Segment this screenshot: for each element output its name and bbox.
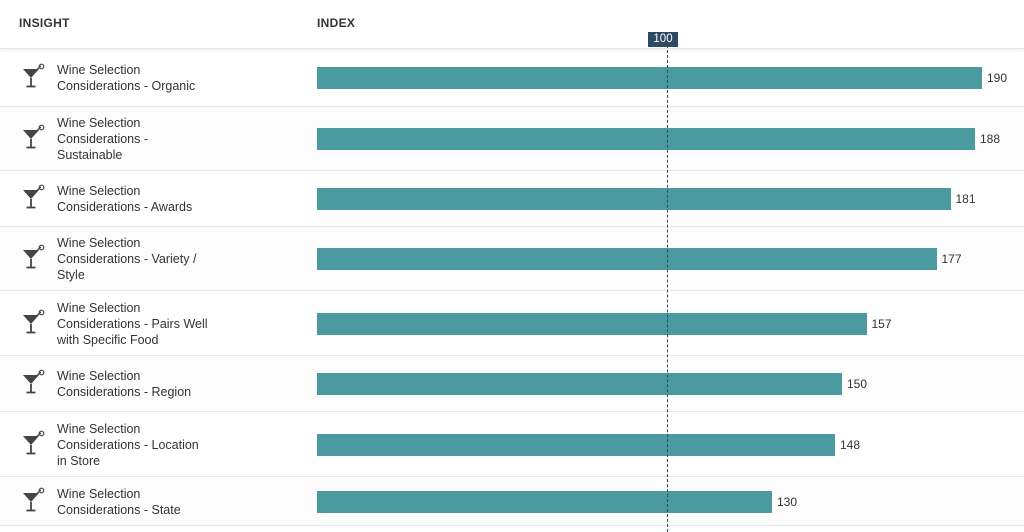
insight-label-line: Wine Selection xyxy=(57,486,141,501)
table-row: Wine Selection Considerations - Pairs Wel… xyxy=(0,291,1024,356)
index-bar xyxy=(317,188,951,210)
insight-label-line: Wine Selection xyxy=(57,300,141,315)
insight-label-line: Wine Selection xyxy=(57,421,141,436)
index-bar xyxy=(317,373,842,395)
insight-label: Wine Selection Considerations - Variety /… xyxy=(57,235,232,283)
reference-badge: 100 xyxy=(648,32,678,47)
insight-label-line: Wine Selection xyxy=(57,63,141,77)
index-bar xyxy=(317,490,772,513)
insight-label: Wine Selection Considerations - Location i… xyxy=(57,421,232,469)
insight-label: Wine Selection Considerations - Organic xyxy=(57,62,232,94)
insight-label-line: with Specific Food xyxy=(57,332,159,347)
insight-label-line: Wine Selection xyxy=(57,369,141,383)
bar-value-label: 190 xyxy=(987,71,1008,85)
insight-label: Wine Selection Considerations - State xyxy=(57,486,232,518)
insight-label-line: Considerations - Region xyxy=(57,385,192,399)
bar-value-label: 181 xyxy=(955,192,976,206)
reference-line xyxy=(667,45,668,532)
table-row: Wine Selection Considerations - Awards 181 xyxy=(0,171,1024,227)
bar-value-label: 148 xyxy=(840,437,861,452)
index-column-header: INDEX xyxy=(317,16,356,30)
index-bar xyxy=(317,128,975,150)
insight-label-line: Sustainable xyxy=(57,148,123,162)
insight-label-line: Wine Selection xyxy=(57,236,141,250)
insight-label-line: Wine Selection xyxy=(57,184,141,198)
insight-label: Wine Selection Considerations - Sustainabl… xyxy=(57,115,232,163)
cocktail-glass-icon xyxy=(20,244,46,270)
bar-value-label: 157 xyxy=(871,316,892,331)
insight-label-line: Considerations - Pairs Well xyxy=(57,316,208,331)
index-bar xyxy=(317,67,982,89)
insight-label-line: Considerations - xyxy=(57,132,149,146)
cocktail-glass-icon xyxy=(20,309,46,335)
table-header: INSIGHT INDEX xyxy=(0,0,1024,49)
bar-value-label: 188 xyxy=(980,132,1001,146)
cocktail-glass-icon xyxy=(20,487,46,513)
insight-label-line: in Store xyxy=(57,453,101,468)
bar-value-label: 177 xyxy=(941,252,962,266)
insight-label-line: Considerations - Awards xyxy=(57,200,193,214)
insight-label: Wine Selection Considerations - Region xyxy=(57,368,232,400)
index-bar xyxy=(317,312,867,335)
insight-label: Wine Selection Considerations - Awards xyxy=(57,183,232,215)
bar-value-label: 130 xyxy=(777,494,798,509)
table-row: Wine Selection Considerations - Sustainabl… xyxy=(0,107,1024,171)
insight-column-header: INSIGHT xyxy=(19,16,70,30)
insight-label-line: Considerations - Organic xyxy=(57,79,196,93)
cocktail-glass-icon xyxy=(20,124,46,150)
cocktail-glass-icon xyxy=(20,184,46,210)
bar-value-label: 150 xyxy=(847,377,868,391)
insight-label-line: Wine Selection xyxy=(57,116,141,130)
insight-label-line: Considerations - Location xyxy=(57,437,199,452)
insight-label-line: Considerations - Variety / xyxy=(57,252,197,266)
table-row: Wine Selection Considerations - State 130 xyxy=(0,477,1024,526)
cocktail-glass-icon xyxy=(20,430,46,456)
cocktail-glass-icon xyxy=(20,369,46,395)
index-bar xyxy=(317,248,937,270)
cocktail-glass-icon xyxy=(20,63,46,89)
insight-label-line: Style xyxy=(57,268,85,282)
table-row: Wine Selection Considerations - Region 150 xyxy=(0,356,1024,412)
insight-label: Wine Selection Considerations - Pairs Wel… xyxy=(57,300,232,348)
index-bar xyxy=(317,433,835,456)
table-row: Wine Selection Considerations - Organic 19… xyxy=(0,49,1024,107)
insight-label-line: Considerations - State xyxy=(57,502,181,517)
table-row: Wine Selection Considerations - Location i… xyxy=(0,412,1024,477)
table-row: Wine Selection Considerations - Variety /… xyxy=(0,227,1024,291)
